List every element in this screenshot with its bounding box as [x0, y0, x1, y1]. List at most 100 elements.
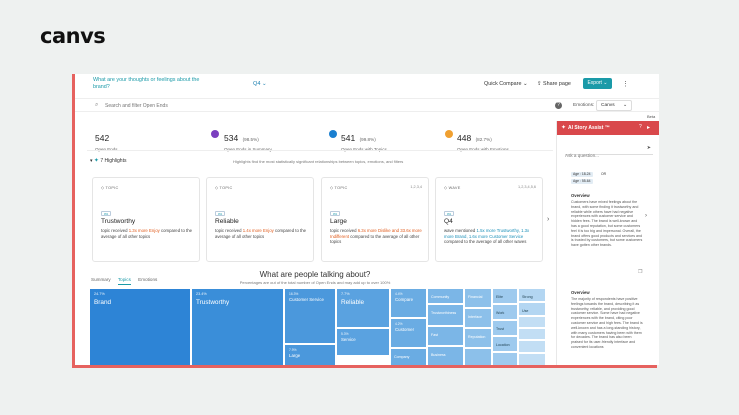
treemap-cell[interactable]: Trust	[492, 320, 518, 336]
card-tag: ◇ TOPIC	[330, 186, 348, 190]
treemap-cell[interactable]: Elite	[492, 288, 518, 304]
copy-icon[interactable]: ❐	[638, 269, 643, 275]
emotions-value: Canvs	[601, 103, 615, 108]
period-value: Q4	[253, 81, 261, 87]
tab-summary[interactable]: Summary	[91, 277, 111, 282]
card-title: Reliable	[215, 218, 239, 225]
filter-chip[interactable]: Age : 55-64	[571, 179, 593, 184]
treemap-cell[interactable]: Interface	[464, 308, 492, 328]
card-body: topic received 1.4x more Enjoy compared …	[215, 228, 307, 239]
search-row: ⌕ ? Emotions: Canvs ⌄	[75, 98, 659, 112]
tab-emotions[interactable]: Emotions	[138, 277, 158, 282]
divider	[87, 150, 553, 151]
chevron-down-icon: ⌄	[262, 81, 267, 87]
quick-compare-button[interactable]: Quick Compare ⌄	[484, 81, 527, 87]
chevron-down-icon: ⌄	[522, 81, 528, 87]
summary-icon	[211, 130, 219, 138]
stat-open-ends: 542 Open Ends	[95, 128, 118, 152]
treemap-cell[interactable]: Financial	[464, 288, 492, 308]
treemap-cell[interactable]: Fast	[427, 326, 464, 346]
card-tag: ◇ WAVE	[444, 186, 461, 190]
stat-open-ends-emotions: 448 (82.7%) Open Ends with Emotions	[457, 128, 509, 152]
treemap-cell[interactable]	[464, 348, 492, 365]
treemap-cell[interactable]: Community	[427, 288, 464, 304]
treemap-cell[interactable]: 4.4% Compare	[390, 288, 427, 318]
emotions-icon	[445, 130, 453, 138]
chevron-right-icon[interactable]: ›	[547, 216, 550, 223]
export-label: Export	[587, 80, 602, 86]
chevron-right-icon[interactable]: ›	[645, 213, 647, 219]
card-index: 1,2,3,4,5,6	[518, 185, 536, 189]
play-icon[interactable]: ▸	[647, 125, 651, 131]
treemap-cell[interactable]	[518, 353, 546, 365]
mini-chart-icon: 0%	[215, 211, 225, 216]
treemap-cell[interactable]: Reputation	[464, 328, 492, 348]
stat-percent: (98.5%)	[242, 137, 259, 142]
treemap-cell[interactable]: 7.9% Large	[284, 344, 336, 365]
highlight-card[interactable]: ◇ TOPIC 0% Trustworthy topic received 1.…	[92, 177, 200, 262]
treemap-cell[interactable]: Work	[492, 304, 518, 320]
treemap-cell[interactable]: 16.3% Customer Service	[284, 288, 336, 344]
tab-topics[interactable]: Topics	[117, 277, 131, 285]
treemap-cell[interactable]	[518, 316, 546, 328]
help-icon[interactable]: ?	[639, 124, 642, 130]
treemap-cell[interactable]: 5.3% Service	[336, 328, 390, 356]
overview-title: Overview	[571, 290, 590, 295]
section-title: What are people talking about?	[259, 270, 371, 279]
treemap-cell[interactable]: Business	[427, 346, 464, 365]
overview-title: Overview	[571, 193, 590, 198]
frame-accent	[72, 365, 657, 368]
treemap-cell[interactable]: 23.4% Trustworthy	[191, 288, 284, 365]
treemap-cell[interactable]	[492, 352, 518, 365]
highlight-card[interactable]: ◇ TOPIC 1,2,3,4 0% Large topic received …	[321, 177, 429, 262]
highlights-toggle[interactable]: ▾ ✦ 7 Highlights	[90, 157, 126, 164]
treemap-cell[interactable]: Use	[518, 302, 546, 316]
more-options-icon[interactable]: ⋮	[622, 81, 629, 88]
sparkle-icon: ✦	[561, 125, 567, 131]
card-body: topic received 1.3x more Enjoy compared …	[101, 228, 193, 239]
export-button[interactable]: Export ⌄	[583, 78, 612, 89]
search-input[interactable]	[105, 101, 305, 110]
card-title: Q4	[444, 218, 453, 225]
chevron-down-icon: ⌄	[622, 103, 627, 108]
ai-panel-title: AI Story Assist ™	[568, 125, 610, 131]
ask-question-input[interactable]	[565, 153, 635, 158]
treemap-cell[interactable]: 4.2% Customer	[390, 318, 427, 348]
filter-chip[interactable]: Age : 18-24	[571, 172, 593, 177]
treemap-cell[interactable]: 24.7% Brand	[89, 288, 191, 365]
treemap-cell[interactable]: Company	[390, 348, 427, 365]
send-icon[interactable]: ➤	[646, 145, 651, 151]
star-icon: ✦	[93, 158, 99, 164]
treemap-cell[interactable]: Trustworthiness	[427, 304, 464, 326]
topics-icon	[329, 130, 337, 138]
card-title: Large	[330, 218, 347, 225]
filter-operator: OR	[601, 172, 607, 176]
emotions-label: Emotions:	[573, 103, 595, 108]
highlight-card[interactable]: ◇ WAVE 1,2,3,4,5,6 0% Q4 wave mentioned …	[435, 177, 543, 262]
treemap-cell[interactable]	[518, 328, 546, 340]
treemap-cell[interactable]: Strong	[518, 288, 546, 302]
stat-open-ends-topics: 541 (99.8%) Open Ends with Topics	[341, 128, 387, 152]
share-icon: ⇪	[537, 81, 542, 87]
share-page-button[interactable]: ⇪ Share page	[537, 81, 571, 87]
highlights-label: 7 Highlights	[100, 158, 127, 164]
treemap-cell[interactable]	[518, 340, 546, 353]
help-icon[interactable]: ?	[555, 102, 562, 109]
period-dropdown[interactable]: Q4 ⌄	[253, 81, 267, 87]
emotions-select[interactable]: Canvs ⌄	[596, 100, 632, 111]
treemap-cell[interactable]: Location	[492, 336, 518, 352]
stat-number: 541	[341, 133, 356, 143]
chevron-down-icon: ▾	[90, 158, 93, 164]
card-tag: ◇ TOPIC	[215, 186, 233, 190]
top-bar: What are your thoughts or feelings about…	[75, 74, 659, 96]
highlights-note: Highlights find the most statistically s…	[233, 159, 404, 164]
beta-label: Beta	[647, 114, 656, 119]
ask-question-box: ➤	[565, 144, 653, 158]
mini-chart-icon: 0%	[330, 211, 340, 216]
stat-percent: (82.7%)	[475, 137, 492, 142]
highlight-card[interactable]: ◇ TOPIC 0% Reliable topic received 1.4x …	[206, 177, 314, 262]
section-subtitle: Percentages are out of the total number …	[239, 280, 391, 285]
treemap-cell[interactable]: 7.7% Reliable	[336, 288, 390, 328]
mini-chart-icon: 0%	[101, 211, 111, 216]
question-selector[interactable]: What are your thoughts or feelings about…	[93, 77, 200, 90]
